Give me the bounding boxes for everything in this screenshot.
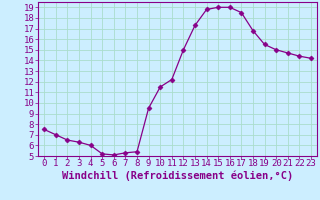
X-axis label: Windchill (Refroidissement éolien,°C): Windchill (Refroidissement éolien,°C) (62, 171, 293, 181)
